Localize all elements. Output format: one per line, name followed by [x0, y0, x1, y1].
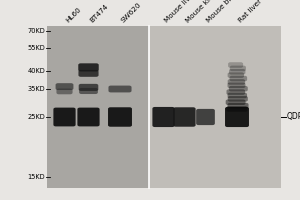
FancyBboxPatch shape	[228, 79, 245, 85]
FancyBboxPatch shape	[228, 72, 244, 78]
FancyBboxPatch shape	[53, 108, 76, 126]
Text: 70KD: 70KD	[27, 28, 45, 34]
Text: 25KD: 25KD	[27, 114, 45, 120]
FancyBboxPatch shape	[196, 109, 215, 125]
FancyBboxPatch shape	[230, 66, 246, 71]
FancyBboxPatch shape	[229, 86, 248, 91]
FancyBboxPatch shape	[228, 93, 247, 98]
Text: Mouse brain: Mouse brain	[206, 0, 241, 24]
FancyBboxPatch shape	[79, 84, 98, 91]
Text: SW620: SW620	[120, 2, 142, 24]
FancyBboxPatch shape	[173, 107, 196, 127]
Text: HL60: HL60	[64, 6, 82, 24]
FancyBboxPatch shape	[229, 69, 245, 75]
FancyBboxPatch shape	[152, 107, 175, 127]
FancyBboxPatch shape	[227, 83, 245, 88]
Text: QDPR: QDPR	[286, 112, 300, 121]
Text: Mouse kidney: Mouse kidney	[184, 0, 224, 24]
FancyBboxPatch shape	[78, 63, 99, 71]
Text: Mouse liver: Mouse liver	[164, 0, 197, 24]
FancyBboxPatch shape	[56, 83, 74, 90]
FancyBboxPatch shape	[226, 106, 248, 112]
FancyBboxPatch shape	[109, 86, 131, 92]
FancyBboxPatch shape	[56, 88, 73, 94]
FancyBboxPatch shape	[148, 26, 280, 188]
Text: 35KD: 35KD	[27, 86, 45, 92]
FancyBboxPatch shape	[226, 89, 245, 95]
FancyBboxPatch shape	[78, 70, 99, 77]
FancyBboxPatch shape	[225, 107, 249, 127]
Text: BT474: BT474	[88, 3, 109, 24]
FancyBboxPatch shape	[230, 76, 247, 81]
FancyBboxPatch shape	[226, 99, 245, 105]
FancyBboxPatch shape	[227, 103, 249, 108]
Text: 55KD: 55KD	[27, 45, 45, 51]
FancyBboxPatch shape	[79, 88, 98, 94]
FancyBboxPatch shape	[77, 108, 100, 126]
FancyBboxPatch shape	[46, 26, 148, 188]
Text: Rat liver: Rat liver	[237, 0, 262, 24]
FancyBboxPatch shape	[108, 107, 132, 127]
Text: 40KD: 40KD	[27, 68, 45, 74]
FancyBboxPatch shape	[228, 62, 243, 68]
Text: 15KD: 15KD	[27, 174, 45, 180]
FancyBboxPatch shape	[228, 96, 248, 102]
